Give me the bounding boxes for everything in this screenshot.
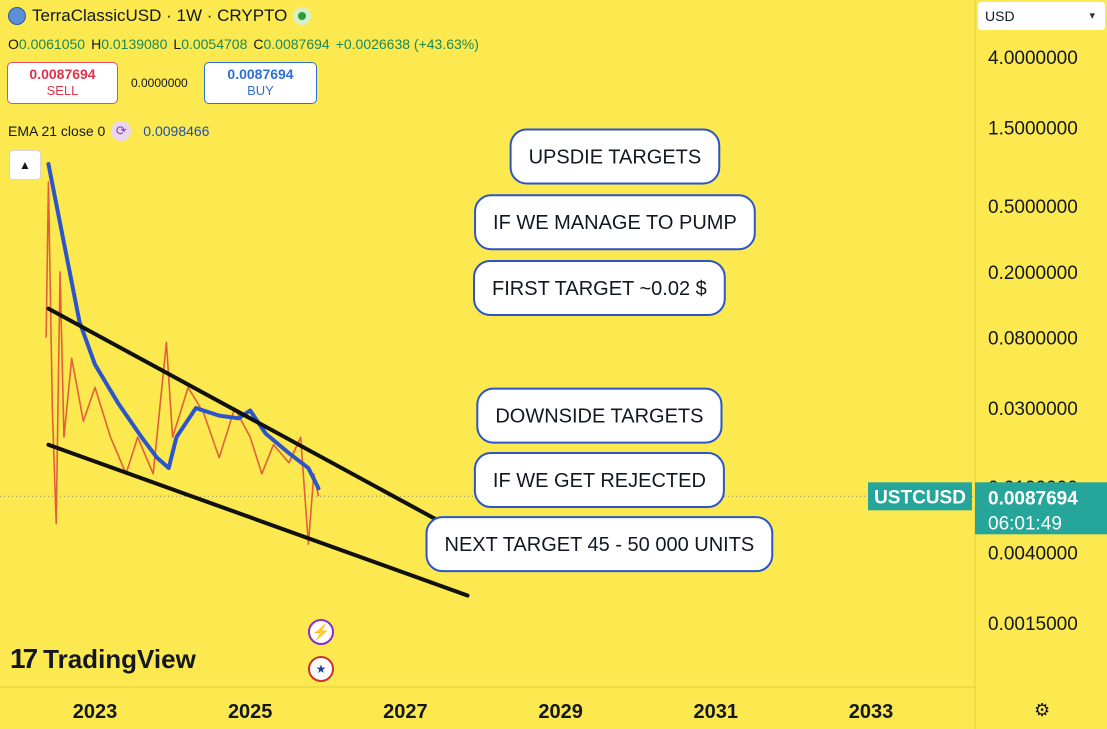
callout-text: UPSDIE TARGETS — [529, 146, 702, 168]
y-tick-label: 0.0300000 — [988, 399, 1078, 420]
x-tick-label: 2023 — [73, 701, 118, 723]
x-tick-label: 2033 — [849, 701, 894, 723]
callout-text: IF WE MANAGE TO PUMP — [493, 212, 737, 234]
currency-value: USD — [985, 8, 1015, 24]
indicator-value: 0.0098466 — [143, 123, 210, 139]
upper-trendline — [46, 306, 493, 552]
collapse-legend-button[interactable]: ▲ — [9, 150, 41, 180]
indicator-legend[interactable]: EMA 21 close 0 ⟳ 0.0098466 — [8, 121, 209, 141]
price-tag-countdown: 06:01:49 — [988, 513, 1062, 534]
x-tick-label: 2027 — [383, 701, 428, 723]
symbol-tag-bg — [868, 482, 972, 511]
sell-label: SELL — [46, 83, 79, 98]
price-tag-bg — [975, 482, 1107, 535]
sell-price: 0.0087694 — [29, 66, 96, 82]
lower-trendline — [46, 442, 470, 598]
y-tick-label: 0.5000000 — [988, 197, 1078, 218]
tradingview-logo[interactable]: 17 TradingView — [10, 643, 196, 675]
y-tick-label: 0.0015000 — [988, 614, 1078, 635]
x-tick-label: 2031 — [694, 701, 739, 723]
buy-label: BUY — [247, 83, 274, 98]
callout-bubble — [425, 516, 774, 573]
currency-select[interactable]: USD ▾ — [978, 2, 1105, 30]
y-tick-label: 4.0000000 — [988, 48, 1078, 69]
close-value: 0.0087694 — [263, 36, 330, 52]
callout-bubble — [473, 259, 726, 316]
tradingview-mark-icon: 17 — [10, 643, 38, 674]
sell-button[interactable]: 0.0087694 SELL — [7, 62, 118, 104]
y-tick-label: 0.2000000 — [988, 263, 1078, 284]
callout-bubble — [474, 194, 756, 251]
lightning-event-icon[interactable]: ⚡ — [308, 619, 334, 645]
refresh-icon[interactable]: ⟳ — [111, 121, 132, 141]
ema-line — [46, 162, 321, 491]
y-tick-label: 1.5000000 — [988, 118, 1078, 139]
us-flag-icon[interactable]: ★ — [308, 656, 334, 682]
settings-icon[interactable]: ⚙ — [1034, 700, 1051, 720]
price-tag-value: 0.0087694 — [988, 488, 1078, 509]
change-value: +0.0026638 (+43.63%) — [335, 36, 479, 52]
spread-value: 0.0000000 — [131, 76, 188, 90]
callout-text: IF WE GET REJECTED — [493, 470, 706, 492]
high-value: 0.0139080 — [101, 36, 168, 52]
open-value: 0.0061050 — [18, 36, 86, 52]
callout-bubble — [509, 128, 721, 185]
price-series-line — [45, 181, 320, 545]
callout-text: NEXT TARGET 45 - 50 000 UNITS — [445, 534, 755, 556]
buy-price: 0.0087694 — [227, 66, 294, 82]
callout-text: DOWNSIDE TARGETS — [495, 406, 703, 428]
indicator-label: EMA 21 close 0 — [8, 123, 106, 139]
close-label: C — [253, 36, 264, 52]
y-tick-label: 0.0040000 — [988, 544, 1078, 565]
open-label: O — [8, 36, 19, 52]
x-tick-label: 2025 — [228, 701, 273, 723]
callout-bubble — [473, 452, 725, 509]
symbol-tag-text: USTCUSD — [874, 487, 966, 508]
chevron-down-icon: ▾ — [1089, 10, 1095, 22]
ohlc-legend: O0.0061050 H0.0139080 L0.0054708 C0.0087… — [8, 36, 479, 52]
callout-bubble — [476, 387, 723, 444]
callout-text: FIRST TARGET ~0.02 $ — [492, 278, 707, 300]
terra-logo-icon — [8, 7, 26, 25]
x-tick-label: 2029 — [538, 701, 583, 723]
market-open-dot-icon — [293, 7, 312, 25]
chevron-up-icon: ▲ — [19, 158, 31, 172]
tradingview-text: TradingView — [43, 643, 196, 674]
symbol-header: TerraClassicUSD · 1W · CRYPTO — [8, 6, 312, 26]
low-label: L — [173, 36, 182, 52]
low-value: 0.0054708 — [181, 36, 248, 52]
y-tick-label: 0.0800000 — [988, 329, 1078, 350]
buy-button[interactable]: 0.0087694 BUY — [204, 62, 317, 104]
symbol-title[interactable]: TerraClassicUSD · 1W · CRYPTO — [32, 6, 288, 25]
high-label: H — [91, 36, 102, 52]
